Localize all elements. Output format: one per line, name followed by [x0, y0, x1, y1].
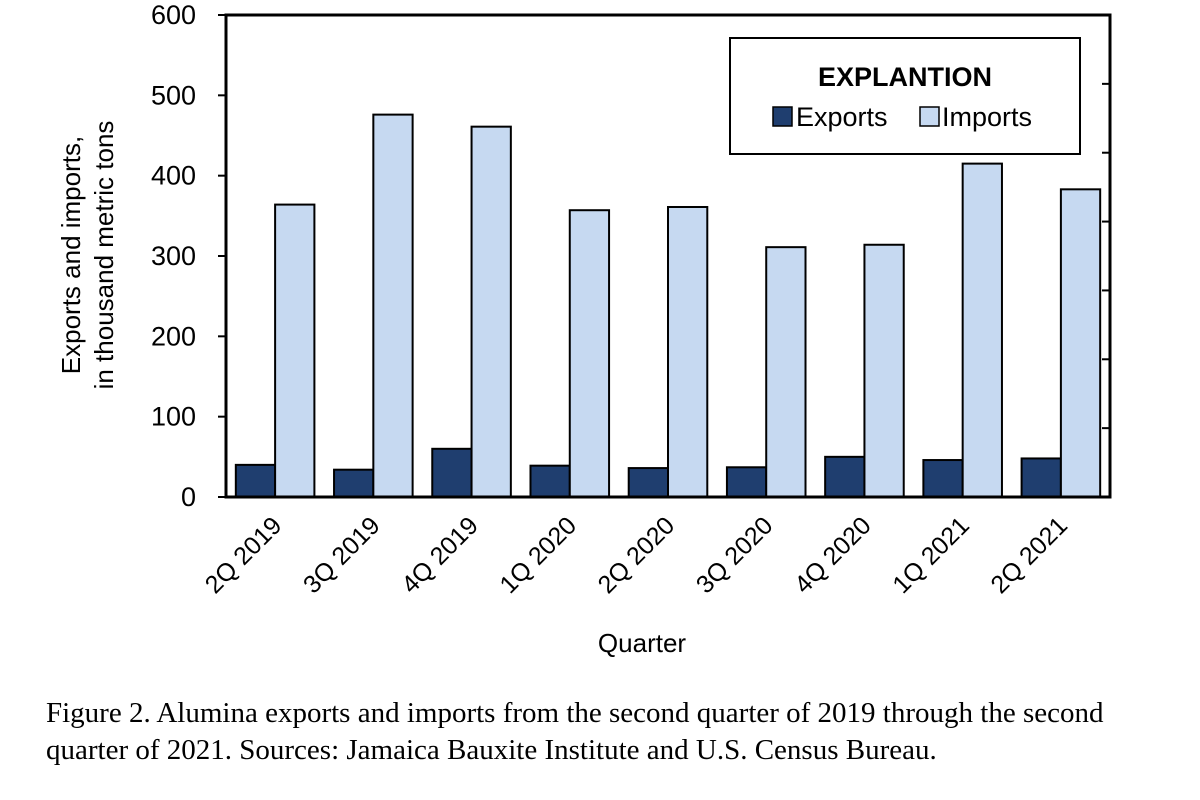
- x-category-label: 3Q 2020: [691, 511, 779, 599]
- x-category-label: 1Q 2020: [494, 511, 582, 599]
- legend: EXPLANTION Exports Imports: [729, 37, 1081, 155]
- bar-imports-2q-2019: [274, 203, 316, 498]
- bar-exports-2q-2019: [234, 463, 277, 499]
- x-category-label: 4Q 2019: [396, 511, 484, 599]
- bar-exports-4q-2019: [431, 447, 473, 498]
- bar-imports-3q-2019: [372, 113, 414, 498]
- bar-imports-1q-2020: [568, 209, 611, 499]
- x-category-label: 2Q 2020: [593, 511, 681, 599]
- x-axis-category-labels: 2Q 2019 3Q 2019 4Q 2019 1Q 2020 2Q 2020 3Q 20…: [200, 511, 1073, 599]
- x-category-label: 4Q 2020: [789, 511, 877, 599]
- y-tick-label: 0: [181, 482, 196, 512]
- figure-caption: Figure 2. Alumina exports and imports fr…: [46, 697, 1104, 766]
- bar-exports-3q-2020: [725, 466, 768, 499]
- x-category-label: 2Q 2021: [986, 511, 1074, 599]
- bar-imports-4q-2020: [863, 243, 905, 498]
- legend-swatch-imports: [919, 106, 940, 127]
- bar-imports-3q-2020: [765, 246, 807, 498]
- y-axis-title-line1: Exports and imports,: [56, 136, 86, 374]
- legend-swatch-exports: [772, 106, 793, 127]
- y-tick-label: 100: [151, 402, 196, 432]
- legend-label-imports: Imports: [942, 102, 1032, 132]
- bar-imports-4q-2019: [470, 125, 512, 498]
- y-tick-label: 300: [151, 241, 196, 271]
- bar-exports-2q-2020: [627, 467, 670, 498]
- y-tick-label: 400: [151, 161, 196, 191]
- bars-group: [234, 113, 1102, 499]
- x-category-label: 2Q 2019: [200, 511, 288, 599]
- x-axis-title: Quarter: [598, 628, 686, 658]
- bar-exports-3q-2019: [333, 468, 375, 499]
- y-axis-title-line2: in thousand metric tons: [89, 121, 119, 390]
- bar-imports-2q-2021: [1059, 188, 1102, 498]
- plot-area-frame: [224, 13, 1112, 499]
- bar-imports-1q-2021: [961, 162, 1003, 498]
- bar-exports-1q-2021: [922, 459, 964, 498]
- legend-title: EXPLANTION: [818, 62, 992, 92]
- bar-exports-4q-2020: [824, 455, 866, 499]
- bar-imports-2q-2020: [667, 205, 709, 498]
- y-tick-label: 500: [151, 80, 196, 110]
- bar-exports-1q-2020: [529, 464, 571, 499]
- y-axis-ticks: 0 100 200 300 400 500 600: [151, 0, 226, 512]
- legend-label-exports: Exports: [796, 102, 888, 132]
- x-category-label: 1Q 2021: [887, 511, 975, 599]
- legend-box: [729, 37, 1081, 155]
- x-category-label: 3Q 2019: [298, 511, 386, 599]
- y-tick-label: 200: [151, 321, 196, 351]
- bar-exports-2q-2021: [1020, 457, 1062, 499]
- y-tick-label: 600: [151, 0, 196, 30]
- bar-chart: 0 100 200 300 400 500 600 2Q 2019 3Q 2019 4Q 201…: [56, 0, 1112, 658]
